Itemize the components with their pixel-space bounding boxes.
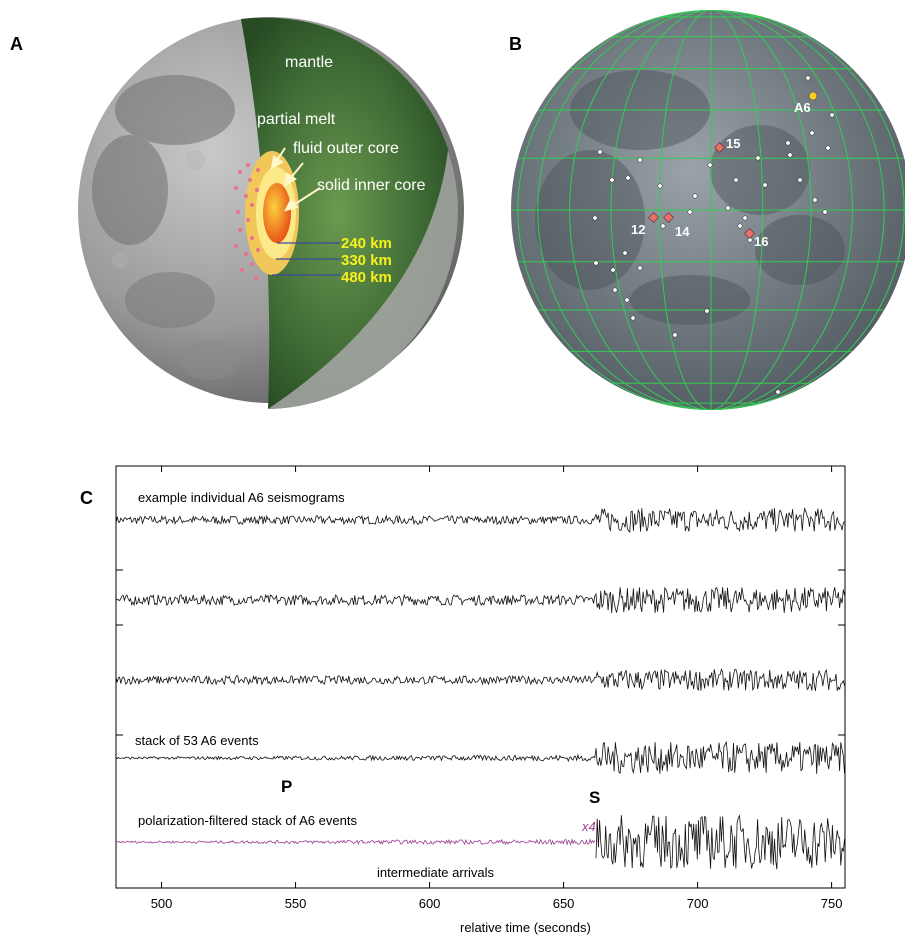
event-dot bbox=[737, 223, 743, 229]
x-tick-label: 700 bbox=[687, 896, 709, 911]
station-14-marker bbox=[663, 212, 674, 223]
longitude-line bbox=[569, 10, 712, 410]
event-dot bbox=[692, 193, 698, 199]
event-dot bbox=[742, 215, 748, 221]
event-dot bbox=[825, 145, 831, 151]
event-locations bbox=[592, 75, 835, 395]
seismogram-trace-2 bbox=[115, 586, 845, 614]
event-dot bbox=[657, 183, 663, 189]
seismogram-trace-5 bbox=[595, 814, 845, 870]
longitude-line bbox=[710, 10, 885, 410]
longitude-line bbox=[610, 10, 712, 410]
event-dot bbox=[687, 209, 693, 215]
longitude-line bbox=[658, 10, 712, 410]
event-dot bbox=[622, 250, 628, 256]
a6-source-marker bbox=[808, 91, 818, 101]
event-dot bbox=[787, 152, 793, 158]
trace-group bbox=[115, 507, 845, 870]
p-phase-label: P bbox=[281, 777, 292, 796]
event-dot bbox=[625, 175, 631, 181]
event-dot bbox=[593, 260, 599, 266]
event-dot bbox=[822, 209, 828, 215]
panel-c-letter: C bbox=[80, 488, 93, 508]
station-15-label: 15 bbox=[726, 136, 740, 151]
event-dot bbox=[637, 157, 643, 163]
event-dot bbox=[630, 315, 636, 321]
station-14-label: 14 bbox=[675, 224, 690, 239]
x4-scale-label: x4 bbox=[581, 819, 596, 834]
radius-240-label: 240 km bbox=[341, 235, 392, 252]
event-dot bbox=[612, 287, 618, 293]
x-axis-label: relative time (seconds) bbox=[460, 920, 591, 935]
fluid-outer-core-label: fluid outer core bbox=[293, 140, 399, 157]
event-dot bbox=[597, 149, 603, 155]
stack-label: stack of 53 A6 events bbox=[135, 733, 259, 748]
event-dot bbox=[704, 308, 710, 314]
event-dot bbox=[609, 177, 615, 183]
event-dot bbox=[755, 155, 761, 161]
longitude-line bbox=[710, 10, 905, 410]
station-16-marker bbox=[744, 228, 755, 239]
moon-cutaway-diagram: mantle partial melt fluid outer core sol… bbox=[78, 17, 464, 410]
event-dot bbox=[707, 162, 713, 168]
event-dot bbox=[805, 75, 811, 81]
solid-inner-core-label: solid inner core bbox=[317, 177, 426, 194]
event-dot bbox=[637, 265, 643, 271]
event-dot bbox=[785, 140, 791, 146]
individual-seismograms-label: example individual A6 seismograms bbox=[138, 490, 345, 505]
x-axis: 500 550 600 650 700 750 bbox=[151, 466, 843, 911]
station-12-label: 12 bbox=[631, 222, 645, 237]
mantle-label: mantle bbox=[285, 54, 333, 71]
event-dot bbox=[775, 389, 781, 395]
solid-inner-core bbox=[263, 183, 291, 243]
x-tick-label: 550 bbox=[285, 896, 307, 911]
station-16-label: 16 bbox=[754, 234, 768, 249]
a6-source-label: A6 bbox=[794, 100, 811, 115]
event-dot bbox=[733, 177, 739, 183]
event-dot bbox=[829, 112, 835, 118]
x-tick-label: 750 bbox=[821, 896, 843, 911]
x-tick-label: 650 bbox=[553, 896, 575, 911]
filtered-pre-s-trace bbox=[115, 837, 596, 846]
x-tick-label: 600 bbox=[419, 896, 441, 911]
event-dot bbox=[725, 205, 731, 211]
panel-b-letter: B bbox=[509, 34, 522, 54]
moon-map-disk bbox=[511, 10, 905, 410]
event-dot bbox=[660, 223, 666, 229]
moonquake-dots bbox=[234, 163, 260, 280]
partial-melt-label: partial melt bbox=[257, 111, 336, 128]
lat-long-grid bbox=[511, 10, 905, 410]
event-dot bbox=[812, 197, 818, 203]
longitude-line bbox=[537, 10, 712, 410]
s-phase-label: S bbox=[589, 788, 600, 807]
longitude-line bbox=[517, 10, 712, 410]
intermediate-arrivals-label: intermediate arrivals bbox=[377, 865, 495, 880]
event-dot bbox=[747, 237, 753, 243]
event-dot bbox=[592, 215, 598, 221]
seismogram-trace-3 bbox=[115, 668, 845, 692]
longitude-line bbox=[710, 10, 853, 410]
event-dot bbox=[797, 177, 803, 183]
event-dot bbox=[672, 332, 678, 338]
event-dot bbox=[610, 267, 616, 273]
y-ticks bbox=[116, 569, 845, 736]
longitude-line bbox=[710, 10, 812, 410]
event-dot bbox=[809, 130, 815, 136]
radius-330-label: 330 km bbox=[341, 252, 392, 269]
panel-a-letter: A bbox=[10, 34, 23, 54]
station-12-marker bbox=[648, 212, 659, 223]
longitude-line bbox=[710, 10, 764, 410]
station-15-marker bbox=[714, 142, 725, 153]
seismogram-trace-1 bbox=[115, 507, 845, 533]
event-dot bbox=[762, 182, 768, 188]
radius-480-label: 480 km bbox=[341, 269, 392, 286]
seismogram-trace-4 bbox=[115, 740, 845, 775]
plot-frame bbox=[115, 465, 846, 889]
polarization-stack-label: polarization-filtered stack of A6 events bbox=[138, 813, 357, 828]
event-dot bbox=[624, 297, 630, 303]
x-tick-label: 500 bbox=[151, 896, 173, 911]
